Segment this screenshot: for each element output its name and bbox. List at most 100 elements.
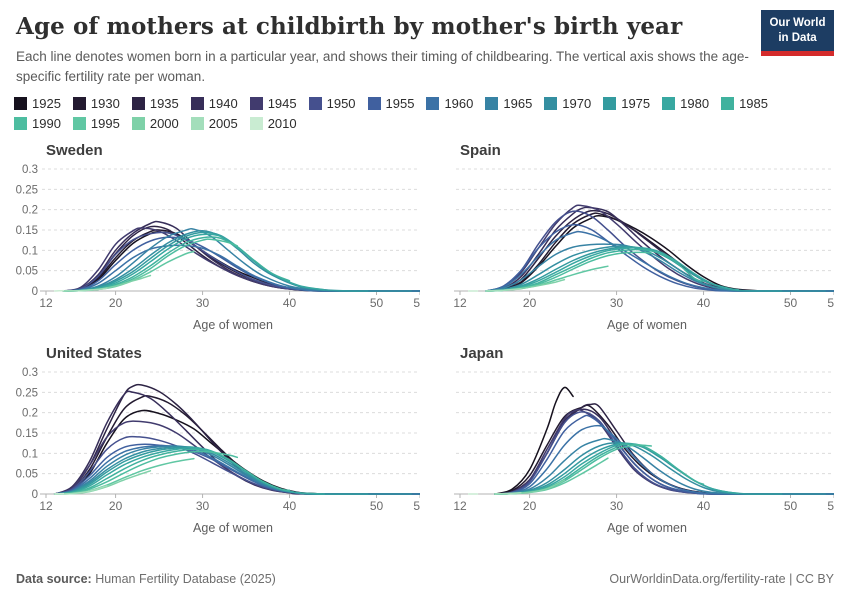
y-tick-label: 0.05 (16, 469, 38, 481)
cohort-line-1955[interactable] (53, 443, 420, 495)
legend-year-label: 1990 (32, 116, 61, 132)
cohort-line-2005[interactable] (494, 492, 522, 495)
legend-year-label: 1980 (680, 96, 710, 112)
legend-item-1925[interactable]: 1925 (14, 96, 61, 111)
cohort-line-1930[interactable] (53, 395, 420, 495)
plot-spain[interactable]: 12 20 30 40 50 55 Age of women (450, 163, 834, 337)
legend-item-1980[interactable]: 1980 (662, 96, 709, 111)
y-tick-label: 0 (32, 286, 38, 298)
legend-year-label: 2000 (149, 116, 179, 132)
legend-item-1960[interactable]: 1960 (426, 96, 473, 111)
legend-item-1975[interactable]: 1975 (603, 96, 650, 111)
legend-swatch-icon (14, 117, 27, 131)
plot-japan[interactable]: 12 20 30 40 50 55 Age of women (450, 366, 834, 540)
legend-swatch-icon (367, 97, 381, 111)
legend-item-1990[interactable]: 1990 (14, 116, 61, 131)
x-tick-label: 30 (196, 499, 210, 513)
x-tick-label: 40 (697, 296, 711, 310)
panel-sweden: Sweden 0 0.05 0.1 0.15 0.2 0.25 0.3 12 20 30 40 50 55… (8, 142, 420, 337)
legend-item-2000[interactable]: 2000 (131, 116, 179, 132)
panel-title: Spain (460, 142, 501, 160)
x-tick-label: 55 (413, 296, 420, 310)
legend-swatch-icon (721, 97, 735, 111)
cohort-line-1965[interactable] (62, 228, 420, 292)
x-tick-label: 40 (283, 296, 297, 310)
x-axis-title: Age of women (193, 318, 273, 332)
legend-year-label: 1925 (32, 96, 61, 112)
page-title: Age of mothers at childbirth by mother's… (16, 13, 683, 40)
legend-item-1955[interactable]: 1955 (367, 96, 415, 112)
cohort-line-1925[interactable] (494, 386, 574, 495)
legend-swatch-icon (72, 117, 86, 131)
x-axis-title: Age of women (607, 318, 687, 332)
legend-item-1950[interactable]: 1950 (308, 96, 356, 111)
legend-swatch-icon (544, 97, 558, 111)
cohort-line-2005[interactable] (485, 288, 522, 292)
legend-item-1965[interactable]: 1965 (485, 96, 532, 111)
legend-swatch-icon (131, 97, 145, 111)
legend-year-label: 1945 (267, 96, 297, 112)
cohort-line-2005[interactable] (62, 287, 108, 292)
legend-swatch-icon (426, 97, 440, 111)
cohort-line-1970[interactable] (485, 245, 827, 292)
data-source-text: Human Fertility Database (2025) (91, 572, 276, 586)
panel-spain: Spain 12 20 30 40 50 55 Age of women (450, 142, 834, 337)
legend-item-1935[interactable]: 1935 (131, 96, 179, 111)
cohort-line-1990[interactable] (53, 450, 239, 495)
cohort-line-1930[interactable] (494, 404, 834, 495)
y-tick-label: 0.3 (22, 367, 38, 379)
x-tick-label: 12 (453, 499, 467, 513)
legend-swatch-icon (14, 97, 27, 111)
cohort-line-1960[interactable] (62, 244, 420, 292)
x-tick-label: 40 (283, 499, 297, 513)
legend-item-1940[interactable]: 1940 (190, 96, 238, 111)
legend-year-label: 2005 (208, 116, 238, 132)
legend-item-1985[interactable]: 1985 (721, 96, 768, 111)
x-tick-label: 40 (697, 499, 711, 513)
legend-swatch-icon (190, 117, 204, 131)
x-axis-title: Age of women (193, 521, 273, 535)
x-tick-label: 55 (413, 499, 420, 513)
x-tick-label: 55 (827, 296, 834, 310)
legend-swatch-icon (662, 97, 676, 111)
legend-item-2005[interactable]: 2005 (190, 116, 238, 132)
x-tick-label: 50 (370, 499, 384, 513)
legend-year-label: 1930 (90, 96, 120, 112)
y-tick-label: 0.25 (16, 387, 38, 399)
data-source-label: Data source: (16, 572, 92, 586)
owid-logo[interactable]: Our World in Data (761, 10, 834, 56)
legend-swatch-icon (603, 97, 617, 111)
legend-item-1995[interactable]: 1995 (72, 116, 120, 131)
y-tick-label: 0.2 (22, 205, 38, 217)
legend-swatch-icon (485, 97, 499, 111)
x-tick-label: 30 (196, 296, 210, 310)
x-tick-label: 12 (453, 296, 467, 310)
legend-swatch-icon (249, 117, 263, 131)
data-source: Data source: Human Fertility Database (2… (16, 572, 276, 586)
x-tick-label: 30 (610, 499, 624, 513)
legend-item-2010[interactable]: 2010 (249, 116, 297, 131)
x-tick-label: 50 (370, 296, 384, 310)
legend-item-1970[interactable]: 1970 (544, 96, 591, 111)
legend-swatch-icon (249, 97, 263, 111)
cohort-line-1980[interactable] (485, 247, 740, 292)
license-link[interactable]: OurWorldinData.org/fertility-rate | CC B… (609, 572, 834, 586)
plot-united-states[interactable]: 0 0.05 0.1 0.15 0.2 0.25 0.3 12 20 30 40 50 55 Age of… (8, 366, 420, 540)
cohort-line-1985[interactable] (53, 448, 291, 495)
cohort-line-1960[interactable] (494, 425, 834, 495)
y-tick-label: 0.15 (16, 225, 38, 237)
panel-title: United States (46, 345, 142, 363)
plot-sweden[interactable]: 0 0.05 0.1 0.15 0.2 0.25 0.3 12 20 30 40 50 55 Age of… (8, 163, 420, 337)
panel-united-states: United States 0 0.05 0.1 0.15 0.2 0.25 0.3 12 20 3… (8, 345, 420, 540)
y-tick-label: 0.15 (16, 428, 38, 440)
legend-item-1930[interactable]: 1930 (72, 96, 120, 112)
legend-year-label: 1955 (385, 96, 415, 112)
x-tick-label: 20 (109, 499, 123, 513)
cohort-line-1940[interactable] (53, 390, 420, 495)
cohort-line-1965[interactable] (494, 438, 834, 495)
legend-item-1945[interactable]: 1945 (249, 96, 297, 112)
legend-year-label: 1975 (621, 96, 651, 112)
cohort-line-1970[interactable] (494, 442, 827, 495)
x-tick-label: 20 (109, 296, 123, 310)
chart-subtitle: Each line denotes women born in a partic… (16, 49, 749, 84)
